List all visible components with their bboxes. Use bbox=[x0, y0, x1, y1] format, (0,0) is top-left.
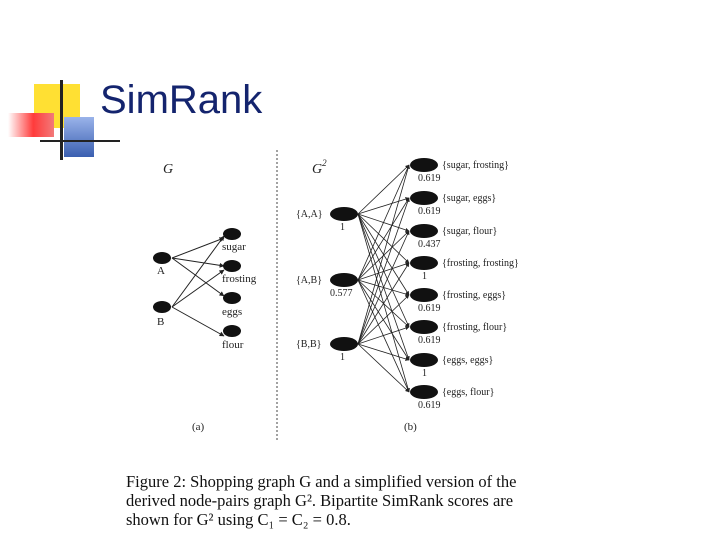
node-sugar-label: sugar bbox=[222, 241, 246, 253]
node-flour-label: flour bbox=[222, 339, 244, 351]
pair-node-ab-score: 0.577 bbox=[330, 288, 353, 299]
decor-horizontal-line bbox=[40, 140, 120, 142]
pair-node-frosting-flour bbox=[410, 320, 438, 334]
pair-node-sugar-eggs-label: {sugar, eggs} bbox=[442, 193, 496, 204]
pair-edge bbox=[357, 294, 410, 345]
edge-a-eggs bbox=[171, 257, 225, 297]
pair-edge bbox=[357, 197, 410, 345]
pair-node-aa-score: 1 bbox=[340, 222, 345, 233]
panel-a-edges bbox=[171, 235, 225, 337]
pair-node-frosting-frosting-label: {frosting, frosting} bbox=[442, 258, 519, 269]
pair-node-bb bbox=[330, 337, 358, 351]
pair-node-sugar-frosting-score: 0.619 bbox=[418, 173, 441, 184]
pair-node-bb-score: 1 bbox=[340, 352, 345, 363]
panel-a-sublabel: (a) bbox=[192, 421, 205, 433]
pair-node-eggs-flour-label: {eggs, flour} bbox=[442, 387, 494, 398]
pair-edge bbox=[357, 262, 410, 345]
pair-node-frosting-eggs-score: 0.619 bbox=[418, 303, 441, 314]
pair-edge bbox=[357, 164, 410, 345]
pair-node-ab bbox=[330, 273, 358, 287]
pair-node-frosting-flour-score: 0.619 bbox=[418, 335, 441, 346]
pair-edge bbox=[357, 164, 410, 215]
pair-node-bb-label: {B,B} bbox=[296, 339, 321, 350]
panel-b-sublabel: (b) bbox=[404, 421, 417, 433]
pair-edge bbox=[357, 326, 410, 345]
slide-title: SimRank bbox=[100, 78, 263, 122]
graph-g2-label: G2 bbox=[312, 158, 327, 177]
pair-node-sugar-flour-label: {sugar, flour} bbox=[442, 226, 497, 237]
node-flour bbox=[223, 325, 241, 337]
node-frosting-label: frosting bbox=[222, 273, 257, 285]
pair-node-aa bbox=[330, 207, 358, 221]
pair-node-eggs-flour-score: 0.619 bbox=[418, 400, 441, 411]
graph-g-label: G bbox=[163, 162, 173, 177]
pair-node-frosting-frosting bbox=[410, 256, 438, 270]
pair-edge bbox=[357, 197, 410, 215]
pair-node-frosting-eggs bbox=[410, 288, 438, 302]
pair-node-eggs-eggs bbox=[410, 353, 438, 367]
node-b bbox=[153, 301, 171, 313]
edge-b-flour bbox=[171, 306, 225, 337]
graph-g2-base: G bbox=[312, 162, 322, 177]
node-sugar bbox=[223, 228, 241, 240]
node-eggs bbox=[223, 292, 241, 304]
pair-node-frosting-flour-label: {frosting, flour} bbox=[442, 322, 507, 333]
pair-edge bbox=[357, 164, 410, 281]
caption-line-2: derived node-pairs graph G². Bipartite S… bbox=[126, 491, 514, 510]
pair-node-eggs-flour bbox=[410, 385, 438, 399]
figure-caption: Figure 2: Shopping graph G and a simplif… bbox=[126, 472, 576, 529]
panel-a: G A B sugar frosting eggs flour (a) bbox=[153, 162, 257, 433]
node-a bbox=[153, 252, 171, 264]
decor-blue-square bbox=[64, 117, 94, 157]
pair-edge bbox=[357, 197, 410, 281]
caption-line-1: Figure 2: Shopping graph G and a simplif… bbox=[126, 472, 517, 491]
node-eggs-label: eggs bbox=[222, 306, 242, 318]
pair-node-sugar-frosting-label: {sugar, frosting} bbox=[442, 160, 509, 171]
node-a-label: A bbox=[157, 265, 165, 277]
node-b-label: B bbox=[157, 316, 164, 328]
decor-vertical-line bbox=[60, 80, 63, 160]
panel-b: G2 {A,A} 1 {A,B} 0.577 {B,B} 1 {sugar, f… bbox=[296, 158, 519, 433]
pair-node-sugar-flour bbox=[410, 224, 438, 238]
edge-b-sugar bbox=[171, 235, 225, 308]
pair-node-eggs-eggs-label: {eggs, eggs} bbox=[442, 355, 493, 366]
pair-node-sugar-eggs-score: 0.619 bbox=[418, 206, 441, 217]
edge-b-frosting bbox=[171, 269, 225, 308]
pair-node-eggs-eggs-score: 1 bbox=[422, 368, 427, 379]
pair-node-sugar-flour-score: 0.437 bbox=[418, 239, 441, 250]
decor-red-bar bbox=[8, 113, 54, 137]
node-frosting bbox=[223, 260, 241, 272]
pair-edge bbox=[357, 279, 410, 393]
graph-g2-superscript: 2 bbox=[322, 158, 327, 168]
pair-node-ab-label: {A,B} bbox=[296, 275, 322, 286]
pair-node-sugar-frosting bbox=[410, 158, 438, 172]
panel-b-edges bbox=[357, 164, 410, 393]
pair-node-frosting-eggs-label: {frosting, eggs} bbox=[442, 290, 506, 301]
pair-edge bbox=[357, 343, 410, 393]
pair-node-frosting-frosting-score: 1 bbox=[422, 271, 427, 282]
pair-edge bbox=[357, 230, 410, 345]
edge-a-sugar bbox=[171, 237, 225, 259]
edge-a-frosting bbox=[171, 257, 225, 268]
pair-node-sugar-eggs bbox=[410, 191, 438, 205]
pair-node-aa-label: {A,A} bbox=[296, 209, 323, 220]
caption-line-3: shown for G² using C₁ = C₂ = 0.8. bbox=[126, 510, 351, 529]
pair-edge bbox=[357, 343, 410, 361]
